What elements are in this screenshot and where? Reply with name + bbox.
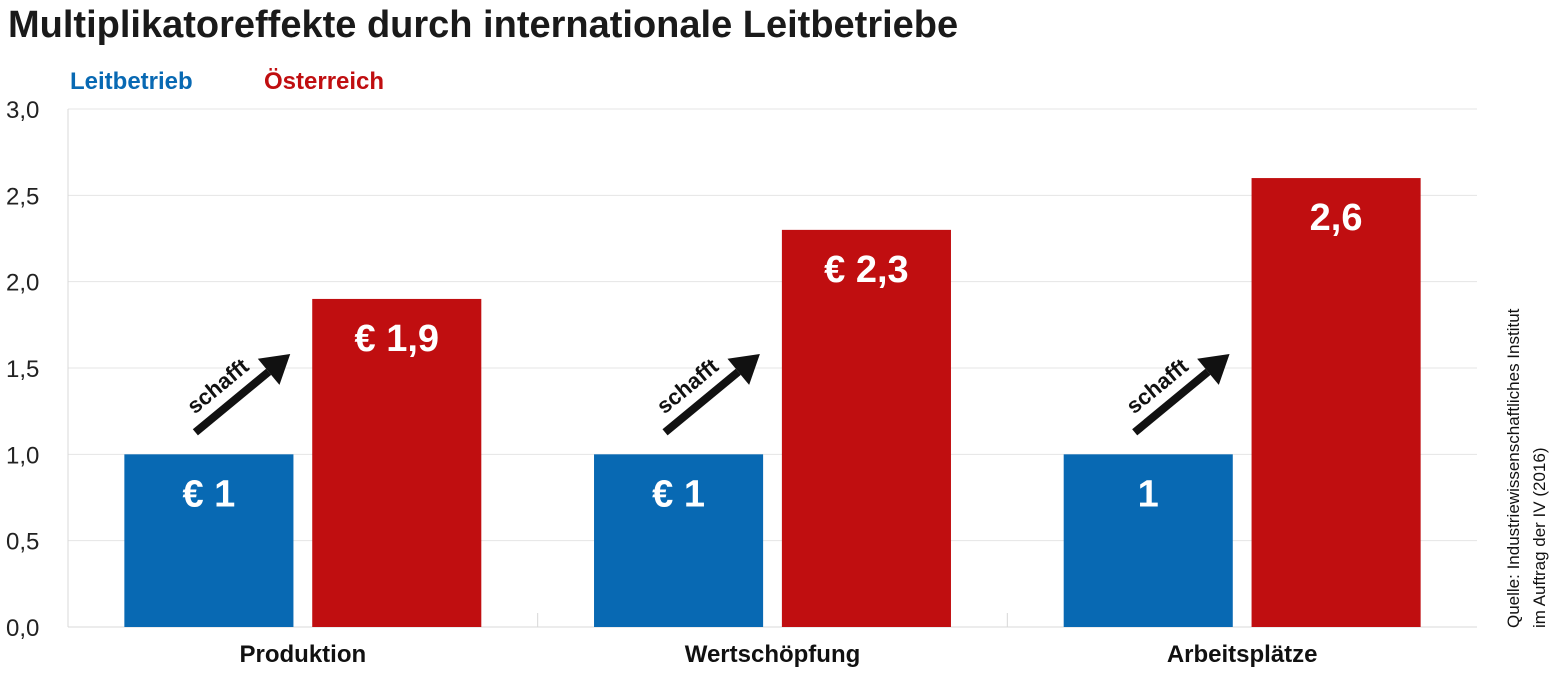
y-tick-label: 2,5	[6, 183, 39, 210]
y-tick-label: 2,0	[6, 270, 39, 297]
arrow-head	[727, 354, 760, 385]
labels-layer: € 1 € 1,9 € 1 € 2,3 1 2,6	[182, 197, 1362, 515]
x-category-label: Arbeitsplätze	[1167, 641, 1318, 668]
y-tick-label: 0,5	[6, 529, 39, 556]
bar-oesterreich	[312, 298, 482, 627]
source-line-2: im Auftrag der IV (2016)	[1530, 448, 1549, 628]
y-tick-label: 3,0	[6, 97, 39, 124]
grid-layer	[68, 108, 1477, 628]
x-category-label: Produktion	[240, 641, 367, 668]
arrow-head	[1197, 354, 1230, 385]
y-tick-label: 0,0	[6, 615, 39, 642]
bars-layer	[124, 178, 1421, 628]
source-line-1: Quelle: Industriewissenschaftliches Inst…	[1504, 308, 1523, 628]
arrow-shaft	[1132, 368, 1211, 436]
bar-value-label: 1	[1138, 473, 1159, 515]
source-note: Quelle: Industriewissenschaftliches Inst…	[1504, 308, 1549, 628]
legend-leitbetrieb: Leitbetrieb	[70, 68, 193, 95]
chart-title: Multiplikatoreffekte durch international…	[8, 4, 958, 46]
y-tick-label: 1,0	[6, 442, 39, 469]
bar-value-label: € 1	[652, 473, 705, 515]
bar-value-label: € 2,3	[824, 249, 909, 291]
bar-oesterreich	[781, 229, 951, 627]
arrow-head	[257, 354, 291, 385]
bar-leitbetrieb	[124, 454, 294, 627]
bar-value-label: 2,6	[1310, 197, 1363, 239]
bar-value-label: € 1,9	[355, 318, 440, 360]
y-tick-label: 1,5	[6, 356, 39, 383]
bar-leitbetrieb	[1063, 454, 1233, 627]
arrow-shaft	[192, 368, 272, 436]
arrow-shaft	[662, 368, 741, 436]
bar-oesterreich	[1251, 178, 1421, 628]
bar-leitbetrieb	[594, 454, 764, 627]
legend-oesterreich: Österreich	[264, 68, 384, 95]
bar-value-label: € 1	[182, 473, 235, 515]
x-category-label: Wertschöpfung	[685, 641, 861, 668]
axis-layer: 0,0 0,5 1,0 1,5 2,0 2,5 3,0 Produktion Wertschöp…	[6, 97, 1477, 668]
